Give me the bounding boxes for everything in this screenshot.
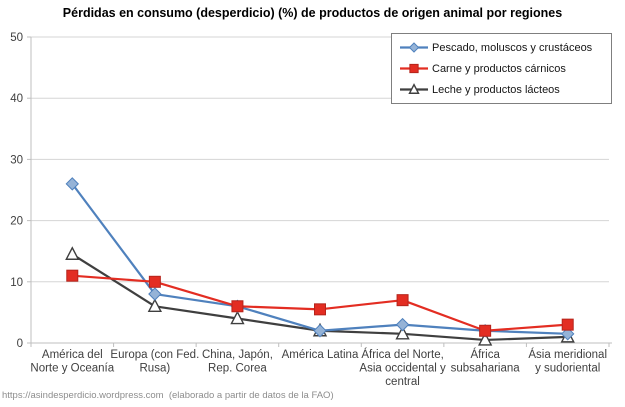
legend-item-pescado: Pescado, moluscos y crustáceos: [399, 37, 609, 58]
legend-label-leche: Leche y productos lácteos: [432, 83, 560, 96]
square-marker-icon: [400, 63, 428, 74]
source-attribution: https://asindesperdicio.wordpress.com (e…: [2, 390, 334, 401]
svg-text:30: 30: [10, 154, 23, 166]
svg-text:Europa (con Fed.Rusa): Europa (con Fed. Rusa): [110, 349, 199, 375]
chart-title: Pérdidas en consumo (desperdicio) (%) de…: [62, 6, 563, 20]
svg-text:África del Norte,Asia occident: África del Norte, Asia occidental y centra…: [359, 348, 446, 388]
svg-text:10: 10: [10, 277, 23, 289]
svg-text:América Latina: América Latina: [282, 349, 359, 361]
svg-text:0: 0: [17, 338, 23, 350]
legend: Pescado, moluscos y crustáceos Carne y p…: [391, 33, 612, 104]
legend-item-leche: Leche y productos lácteos: [399, 79, 609, 100]
svg-text:40: 40: [10, 93, 23, 105]
legend-item-carne: Carne y productos cárnicos: [399, 58, 609, 79]
legend-label-pescado: Pescado, moluscos y crustáceos: [432, 41, 593, 54]
svg-text:China, Japón,Rep. Corea: China, Japón, Rep. Corea: [202, 349, 273, 375]
diamond-marker-icon: [400, 42, 428, 53]
svg-text:20: 20: [10, 216, 23, 228]
legend-label-carne: Carne y productos cárnicos: [432, 62, 566, 75]
svg-text:50: 50: [10, 32, 23, 44]
triangle-marker-icon: [400, 83, 428, 94]
